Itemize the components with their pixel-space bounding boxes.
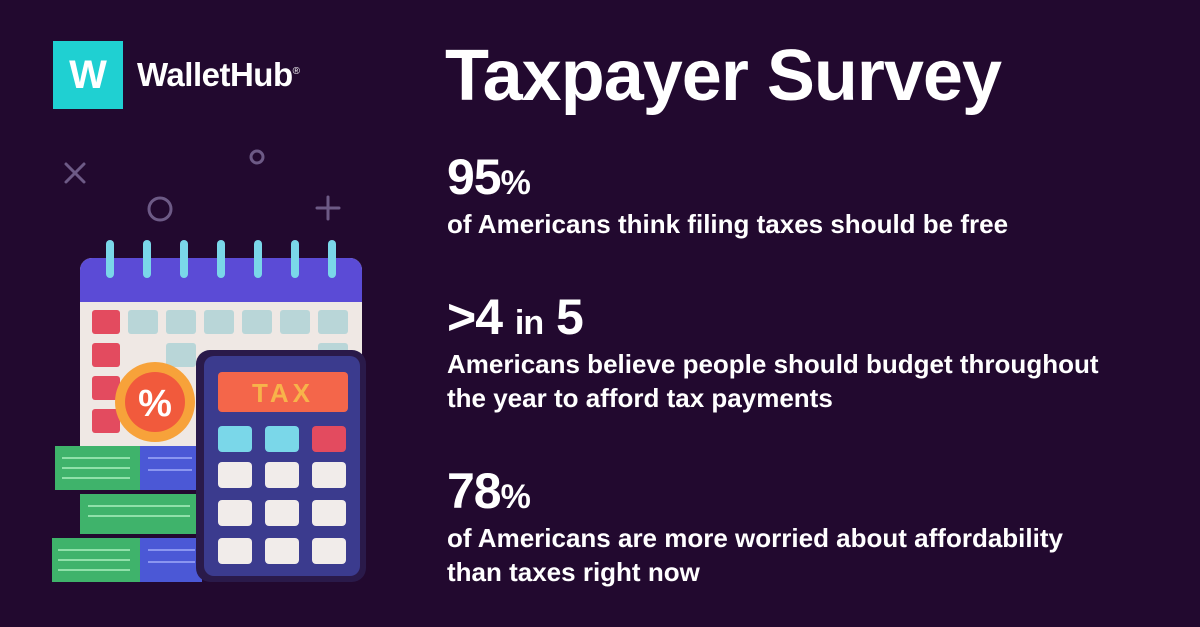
- stat-denominator: 5: [556, 289, 584, 345]
- stat-figure: >4 in 5: [447, 292, 1099, 342]
- badge-symbol: %: [138, 383, 172, 425]
- stat-unit: %: [500, 478, 531, 516]
- logo-wordmark: WalletHub®: [137, 56, 300, 94]
- cross-icon: [64, 162, 86, 184]
- money-stack-icon: [52, 446, 202, 582]
- stat-value: 78: [447, 463, 502, 519]
- trademark-symbol: ®: [292, 66, 300, 77]
- stat-description-line: of Americans think filing taxes should b…: [447, 209, 1009, 239]
- circle-icon: [147, 196, 173, 222]
- stat-description: of Americans think filing taxes should b…: [447, 208, 1008, 242]
- plus-icon: [315, 195, 341, 221]
- logo-mark: W: [53, 41, 123, 109]
- stat-description-line: the year to afford tax payments: [447, 382, 833, 413]
- stat-figure: 78%: [447, 466, 1063, 516]
- small-circle-icon: [249, 149, 265, 165]
- page-title: Taxpayer Survey: [445, 36, 1002, 116]
- stat-connector: in: [514, 304, 544, 342]
- stat-value: 95: [447, 149, 502, 205]
- stat-figure: 95%: [447, 152, 1008, 202]
- stat-budget-throughout-year: >4 in 5 Americans believe people should …: [447, 292, 1099, 416]
- stat-description-line: than taxes right now: [447, 556, 700, 587]
- stat-affordability-worry: 78% of Americans are more worried about …: [447, 466, 1063, 590]
- stat-description: Americans believe people should budget t…: [447, 348, 1099, 416]
- stat-free-filing: 95% of Americans think filing taxes shou…: [447, 152, 1008, 242]
- stat-unit: %: [500, 164, 531, 202]
- stat-description-line: of Americans are more worried about affo…: [447, 523, 1063, 553]
- logo-letter: W: [69, 52, 107, 97]
- brand-name: WalletHub: [137, 56, 293, 93]
- stat-value: >4: [447, 289, 503, 345]
- wallethub-logo[interactable]: W WalletHub®: [53, 41, 300, 109]
- calculator-display-text: TAX: [252, 378, 314, 408]
- percent-badge-icon: %: [115, 362, 195, 442]
- stat-description-line: Americans believe people should budget t…: [447, 349, 1099, 379]
- tax-calendar-calculator-illustration: % TAX: [52, 149, 366, 582]
- calculator-icon: TAX: [196, 350, 366, 582]
- stat-description: of Americans are more worried about affo…: [447, 522, 1063, 590]
